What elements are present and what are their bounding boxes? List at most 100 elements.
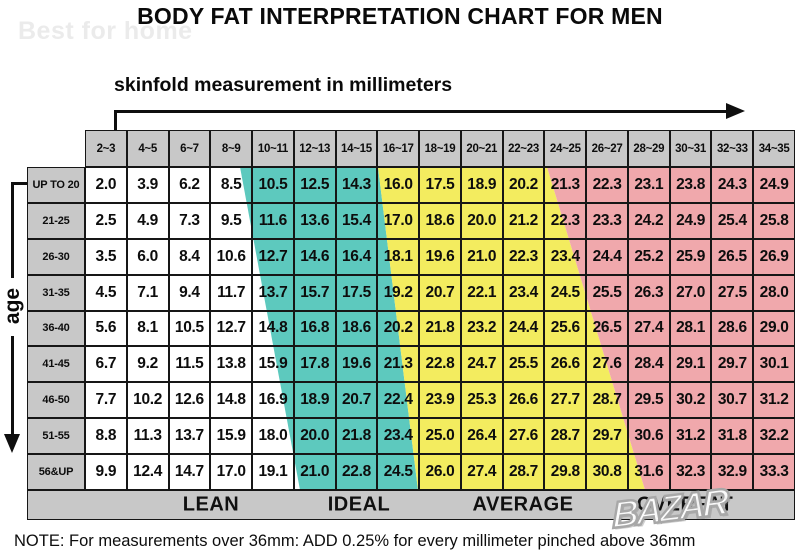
value-cell: 15.9 xyxy=(210,418,253,455)
value-cell: 21.3 xyxy=(544,167,587,203)
value-cell: 18.9 xyxy=(293,382,336,419)
value-cell: 18.1 xyxy=(377,238,420,275)
value-cell: 10.5 xyxy=(168,310,211,347)
value-cell: 17.0 xyxy=(210,454,253,490)
value-cell: 16.0 xyxy=(377,167,420,203)
value-cell: 29.7 xyxy=(711,346,754,383)
value-cell: 25.5 xyxy=(502,346,545,383)
value-cell: 6.0 xyxy=(126,238,169,275)
value-cell: 24.9 xyxy=(753,167,795,203)
value-cell: 8.4 xyxy=(168,238,211,275)
value-cell: 31.2 xyxy=(753,382,795,419)
value-cell: 27.7 xyxy=(544,382,587,419)
value-cell: 31.8 xyxy=(711,418,754,455)
column-header: 22~23 xyxy=(502,130,545,167)
row-header: 31-35 xyxy=(27,274,85,311)
value-cell: 29.7 xyxy=(586,418,628,455)
value-cell: 17.5 xyxy=(335,274,378,311)
column-header: 14~15 xyxy=(335,130,378,167)
value-cell: 13.8 xyxy=(210,346,253,383)
value-cell: 12.7 xyxy=(252,238,294,275)
zone-label-lean: LEAN xyxy=(182,493,240,516)
value-cell: 24.9 xyxy=(669,202,712,239)
value-cell: 14.8 xyxy=(210,382,253,419)
value-cell: 3.5 xyxy=(85,238,127,275)
average-zone-band xyxy=(378,167,645,490)
value-cell: 23.2 xyxy=(460,310,503,347)
value-cell: 10.2 xyxy=(126,382,169,419)
value-cell: 24.7 xyxy=(460,346,503,383)
x-axis-arrow-stub xyxy=(114,110,117,131)
value-cell: 29.8 xyxy=(544,454,587,490)
value-cell: 29.1 xyxy=(669,346,712,383)
value-cell: 20.2 xyxy=(502,167,545,203)
column-header: 18~19 xyxy=(419,130,461,167)
value-cell: 21.8 xyxy=(419,310,461,347)
value-cell: 8.5 xyxy=(210,167,253,203)
column-header: 26~27 xyxy=(586,130,628,167)
value-cell: 33.3 xyxy=(753,454,795,490)
value-cell: 22.3 xyxy=(586,167,628,203)
value-cell: 11.5 xyxy=(168,346,211,383)
column-header: 32~33 xyxy=(711,130,754,167)
ideal-zone-band xyxy=(240,167,418,490)
value-cell: 24.3 xyxy=(711,167,754,203)
column-header: 16~17 xyxy=(377,130,420,167)
value-cell: 31.6 xyxy=(627,454,670,490)
value-cell: 15.9 xyxy=(252,346,294,383)
value-cell: 19.6 xyxy=(419,238,461,275)
zone-label-average: AVERAGE xyxy=(472,493,574,516)
value-cell: 26.5 xyxy=(586,310,628,347)
value-cell: 27.0 xyxy=(669,274,712,311)
row-header: 46-50 xyxy=(27,382,85,419)
value-cell: 24.5 xyxy=(544,274,587,311)
value-cell: 2.5 xyxy=(85,202,127,239)
value-cell: 27.6 xyxy=(586,346,628,383)
value-cell: 18.6 xyxy=(419,202,461,239)
value-cell: 3.9 xyxy=(126,167,169,203)
value-cell: 23.3 xyxy=(586,202,628,239)
row-header: 26-30 xyxy=(27,238,85,275)
value-cell: 28.7 xyxy=(544,418,587,455)
overfat-zone-band xyxy=(547,167,795,490)
value-cell: 14.7 xyxy=(168,454,211,490)
value-cell: 17.5 xyxy=(419,167,461,203)
y-axis-arrow-stub xyxy=(11,182,29,185)
row-header: UP TO 20 xyxy=(27,167,85,203)
value-cell: 24.5 xyxy=(377,454,420,490)
value-cell: 27.6 xyxy=(502,418,545,455)
column-header: 2~3 xyxy=(85,130,127,167)
value-cell: 9.2 xyxy=(126,346,169,383)
column-header: 12~13 xyxy=(293,130,336,167)
value-cell: 6.2 xyxy=(168,167,211,203)
value-cell: 23.4 xyxy=(544,238,587,275)
value-cell: 4.5 xyxy=(85,274,127,311)
value-cell: 9.9 xyxy=(85,454,127,490)
value-cell: 10.5 xyxy=(252,167,294,203)
value-cell: 13.7 xyxy=(168,418,211,455)
value-cell: 30.1 xyxy=(753,346,795,383)
value-cell: 25.2 xyxy=(627,238,670,275)
value-cell: 22.1 xyxy=(460,274,503,311)
value-cell: 19.6 xyxy=(335,346,378,383)
value-cell: 29.0 xyxy=(753,310,795,347)
value-cell: 20.2 xyxy=(377,310,420,347)
value-cell: 8.1 xyxy=(126,310,169,347)
value-cell: 21.0 xyxy=(460,238,503,275)
best-for-home-watermark: Best for home xyxy=(18,17,193,45)
value-cell: 13.7 xyxy=(252,274,294,311)
x-axis-arrow-line xyxy=(114,110,730,113)
value-cell: 23.8 xyxy=(669,167,712,203)
value-cell: 26.6 xyxy=(544,346,587,383)
value-cell: 30.2 xyxy=(669,382,712,419)
value-cell: 31.2 xyxy=(669,418,712,455)
value-cell: 17.8 xyxy=(293,346,336,383)
zone-legend-row: LEAN IDEAL AVERAGE OVERFAT xyxy=(27,490,795,520)
value-cell: 5.6 xyxy=(85,310,127,347)
value-cell: 21.8 xyxy=(335,418,378,455)
value-cell: 26.9 xyxy=(753,238,795,275)
value-cell: 23.4 xyxy=(377,418,420,455)
value-cell: 26.6 xyxy=(502,382,545,419)
column-header: 28~29 xyxy=(627,130,670,167)
